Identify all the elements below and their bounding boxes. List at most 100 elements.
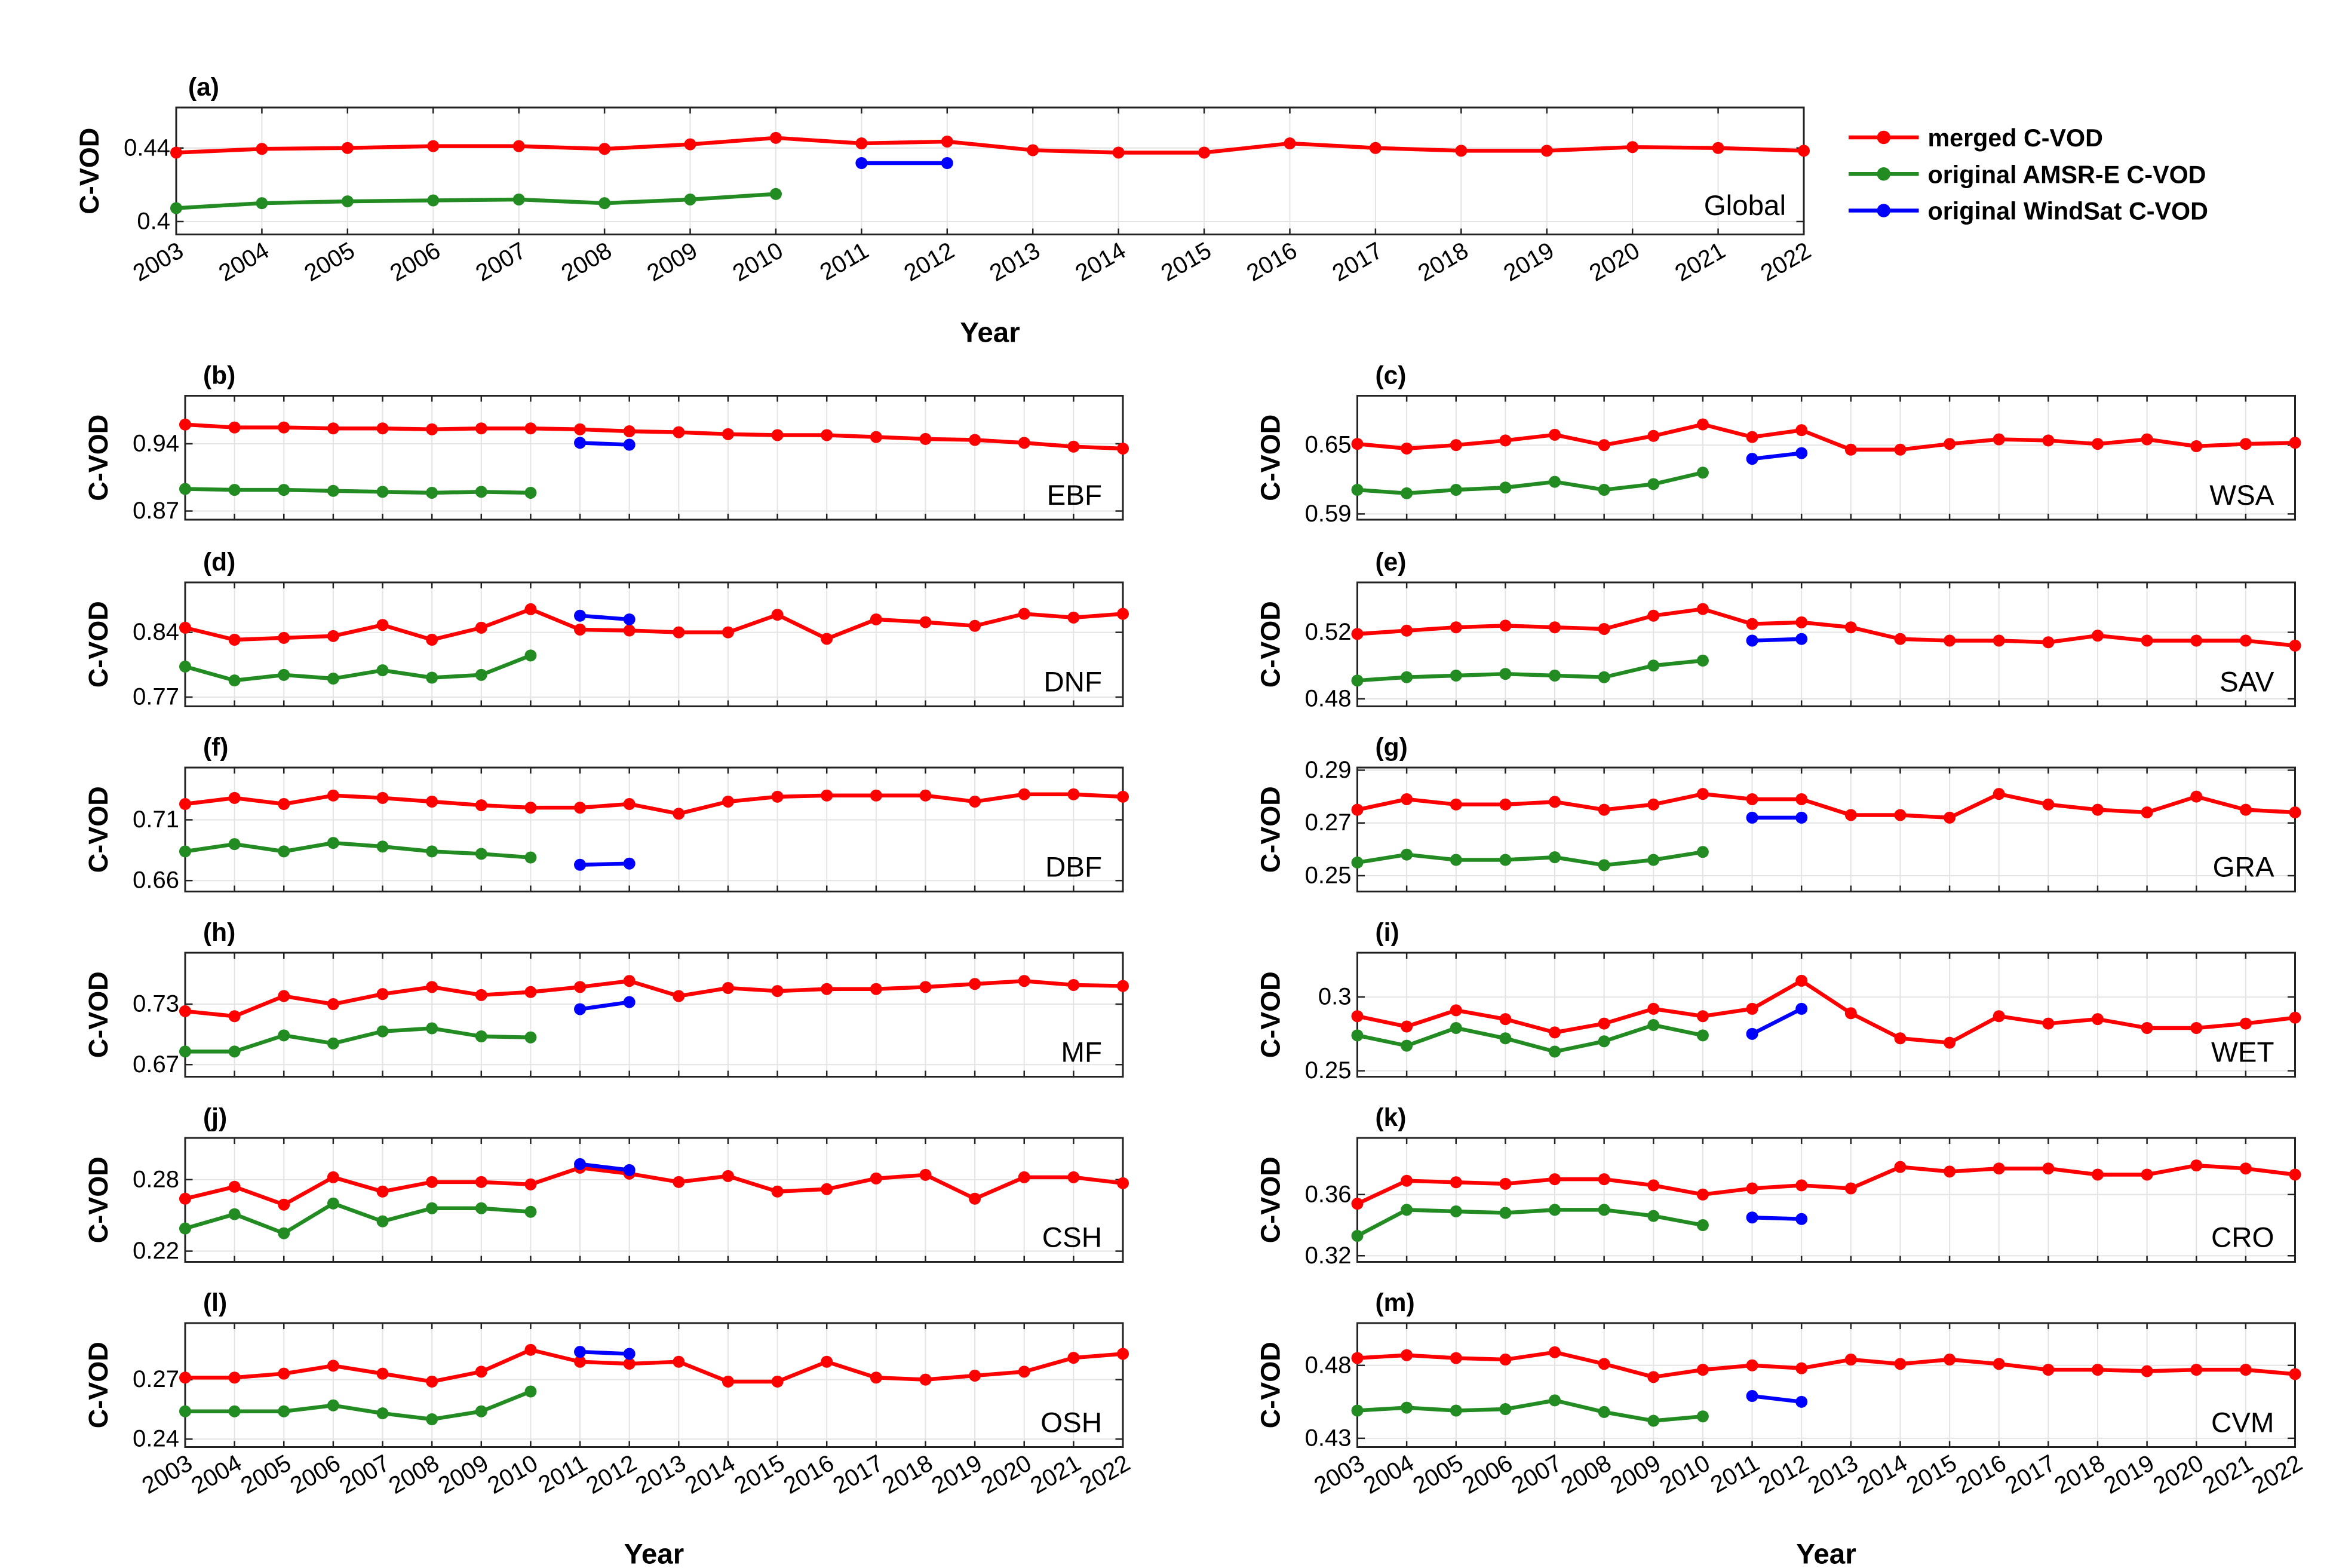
data-point — [228, 1180, 241, 1193]
data-point — [1894, 633, 1907, 645]
data-point — [1598, 1035, 1610, 1048]
data-point — [524, 1343, 537, 1356]
x-axis-label: Year — [1796, 1539, 1856, 1568]
series-line-1 — [1356, 1208, 1703, 1238]
x-tick-label: 2017 — [2001, 1450, 2060, 1499]
y-tick-label: 0.25 — [1305, 863, 1352, 889]
x-tick-label: 2006 — [386, 237, 445, 287]
series-line-2 — [579, 613, 630, 622]
series-line-2 — [1751, 1007, 1803, 1036]
data-point — [821, 1355, 833, 1368]
data-point — [623, 1348, 636, 1360]
x-tick-label: 2005 — [237, 1450, 296, 1499]
x-tick-label: 2011 — [815, 237, 873, 286]
data-point — [475, 1366, 487, 1378]
y-tick-label: 0.4 — [137, 208, 170, 234]
data-point — [228, 484, 241, 496]
axes-box — [1356, 952, 2296, 1078]
data-point — [278, 845, 290, 858]
data-point — [512, 140, 525, 152]
data-point — [2289, 1011, 2301, 1024]
data-point — [1647, 429, 1660, 442]
data-point — [1499, 668, 1512, 680]
data-point — [2190, 440, 2203, 453]
data-point — [228, 634, 241, 646]
data-point — [722, 795, 734, 808]
data-point — [1696, 603, 1709, 615]
axes-box — [184, 581, 1124, 708]
data-point — [426, 845, 438, 858]
x-tick-label: 2018 — [2050, 1450, 2109, 1499]
y-tick-label: 0.59 — [1305, 501, 1352, 527]
data-point — [1027, 144, 1039, 157]
data-point — [327, 998, 339, 1011]
data-point — [1647, 1371, 1660, 1383]
data-point — [684, 193, 696, 205]
data-point — [179, 660, 191, 673]
data-point — [2042, 798, 2055, 811]
data-point — [623, 425, 636, 438]
data-point — [1018, 788, 1030, 800]
series-line-2 — [579, 1162, 630, 1173]
x-tick-label: 2019 — [928, 1450, 987, 1499]
data-point — [1540, 145, 1553, 157]
x-tick-label: 2016 — [779, 1450, 839, 1499]
data-point — [278, 990, 290, 1002]
data-point — [1351, 1404, 1364, 1417]
data-point — [426, 1202, 438, 1214]
series-line-0 — [1356, 1163, 2295, 1206]
data-point — [524, 1205, 537, 1218]
data-point — [919, 1373, 932, 1386]
data-point — [256, 197, 268, 210]
data-point — [1598, 1204, 1610, 1216]
data-point — [1696, 1410, 1709, 1423]
panel-sav: 0.48 0.52 C-VOD (e) SAV — [1255, 548, 2301, 711]
data-point — [2141, 634, 2153, 647]
x-tick-label: 2009 — [1606, 1450, 1665, 1499]
data-point — [821, 429, 833, 441]
data-point — [1450, 854, 1462, 866]
series-line-1 — [185, 653, 532, 683]
data-point — [2239, 803, 2252, 816]
data-point — [1549, 475, 1561, 488]
data-point — [1450, 1021, 1462, 1034]
data-point — [821, 789, 833, 802]
data-point — [327, 1197, 339, 1210]
data-point — [1549, 1045, 1561, 1058]
data-point — [769, 131, 782, 144]
y-tick-label: 0.27 — [133, 1366, 179, 1392]
data-point — [623, 857, 636, 870]
data-point — [1351, 1029, 1364, 1042]
data-point — [855, 157, 868, 170]
legend-marker — [1877, 167, 1890, 181]
data-point — [179, 1371, 191, 1384]
data-point — [673, 426, 685, 438]
data-point — [524, 486, 537, 499]
data-point — [1450, 484, 1462, 496]
data-point — [475, 1176, 487, 1188]
series-line-1 — [185, 1026, 531, 1054]
data-point — [327, 837, 339, 849]
x-tick-label: 2014 — [680, 1450, 739, 1499]
y-tick-label: 0.65 — [1305, 432, 1352, 458]
data-point — [684, 138, 696, 151]
data-point — [376, 619, 389, 631]
panel-label: (g) — [1376, 734, 1408, 762]
data-point — [1944, 811, 1956, 824]
data-point — [278, 631, 290, 644]
y-tick-label: 0.24 — [133, 1426, 179, 1452]
data-point — [475, 989, 487, 1001]
data-point — [870, 983, 882, 995]
y-tick-label: 0.27 — [1305, 809, 1352, 836]
data-point — [1401, 1020, 1413, 1033]
data-point — [228, 1405, 241, 1417]
data-point — [1067, 1352, 1080, 1364]
data-point — [278, 668, 290, 681]
data-point — [1499, 854, 1512, 866]
data-point — [1993, 634, 2005, 647]
data-point — [2289, 437, 2301, 449]
data-point — [1018, 437, 1030, 449]
data-point — [1795, 424, 1808, 437]
x-tick-label: 2021 — [1026, 1450, 1085, 1499]
